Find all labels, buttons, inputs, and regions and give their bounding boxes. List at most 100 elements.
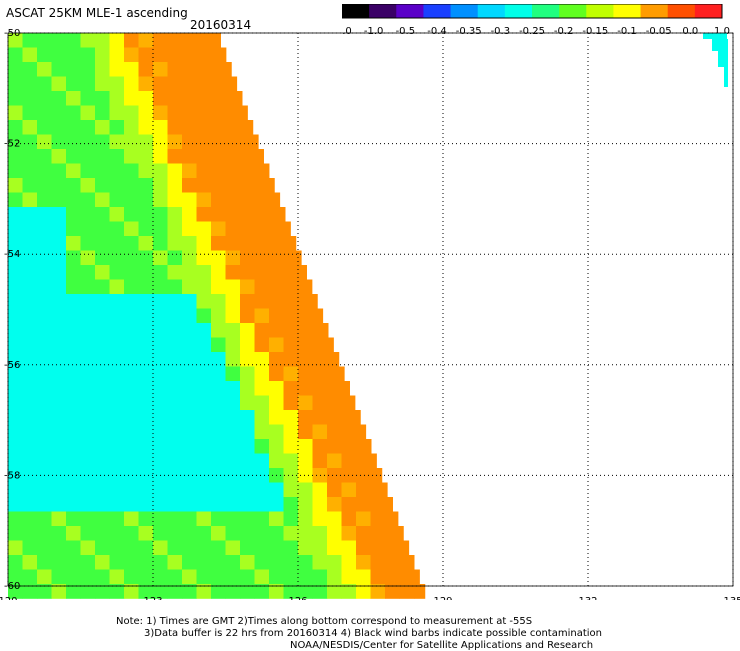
swath-cell <box>255 309 270 324</box>
swath-cell <box>23 164 38 179</box>
swath-cell <box>240 497 255 512</box>
swath-cell <box>226 62 232 77</box>
swath-cell <box>95 309 110 324</box>
swath-cell <box>226 280 241 295</box>
swath-cell <box>66 294 81 309</box>
swath-cell <box>197 323 212 338</box>
swath-cell <box>37 77 52 92</box>
swath-cell <box>110 396 125 411</box>
swath-cell <box>211 526 226 541</box>
swath-cell <box>298 410 313 425</box>
swath-cell <box>81 512 96 527</box>
swath-cell <box>298 381 313 396</box>
swath-cell <box>211 77 226 92</box>
swath-cell <box>371 526 386 541</box>
swath-cell <box>139 570 154 585</box>
swath-cell <box>153 425 168 440</box>
swath-cell <box>95 222 110 237</box>
swath-cell <box>153 541 168 556</box>
swath-cell <box>139 251 154 266</box>
swath-cell <box>81 425 96 440</box>
swath-cell <box>182 512 197 527</box>
swath-cell <box>37 396 52 411</box>
swath-cell <box>8 178 23 193</box>
swath-cell <box>327 410 342 425</box>
swath-cell <box>110 265 125 280</box>
swath-cell <box>226 106 241 121</box>
swath-cell <box>284 323 299 338</box>
swath-cell <box>153 526 168 541</box>
swath-cell <box>52 483 67 498</box>
swath-cell <box>211 294 226 309</box>
swath-cell <box>95 352 110 367</box>
swath-cell <box>298 425 313 440</box>
swath-cell <box>240 367 255 382</box>
swath-cell <box>81 410 96 425</box>
swath-cell <box>66 555 81 570</box>
swath-cell <box>52 425 67 440</box>
swath-cell <box>81 135 96 150</box>
swath-cell <box>284 541 299 556</box>
swath-cell <box>153 48 168 63</box>
swath-cell <box>197 526 212 541</box>
swath-cell <box>211 439 226 454</box>
swath-cell <box>240 425 255 440</box>
swath-cell <box>284 265 299 280</box>
swath-cell <box>197 555 212 570</box>
swath-cell <box>139 526 154 541</box>
swath-cell <box>371 541 386 556</box>
swath-cell <box>124 91 139 106</box>
swath-cell <box>313 338 328 353</box>
swath-cell <box>342 526 357 541</box>
swath-cell <box>66 367 81 382</box>
swath-cell <box>8 120 23 135</box>
swath-cell <box>139 512 154 527</box>
swath-cell <box>226 48 227 63</box>
swath-cell <box>110 526 125 541</box>
swath-cell <box>95 483 110 498</box>
swath-cell <box>66 149 81 164</box>
swath-cell <box>8 77 23 92</box>
swath-cell <box>240 570 255 585</box>
swath-cell <box>81 338 96 353</box>
swath-cell <box>153 178 168 193</box>
swath-cell <box>298 309 313 324</box>
swath-cell <box>197 454 212 469</box>
swath-cell <box>356 541 371 556</box>
swath-cell <box>23 555 38 570</box>
swath-cell <box>197 570 212 585</box>
swath-cell <box>81 77 96 92</box>
swath-cell <box>197 497 212 512</box>
swath-cell <box>124 265 139 280</box>
swath-cell <box>269 439 284 454</box>
swath-cell <box>37 265 52 280</box>
swath-cell <box>153 33 168 48</box>
swath-cell <box>342 396 356 411</box>
swath-cell <box>298 570 313 585</box>
swath-cell <box>95 454 110 469</box>
lat-label: -60 <box>4 581 20 592</box>
swath-cell <box>124 120 139 135</box>
swath-cell <box>298 526 313 541</box>
swath-cell <box>327 570 342 585</box>
swath-cell <box>66 135 81 150</box>
swath-cell <box>168 323 183 338</box>
swath-cell <box>269 526 284 541</box>
swath-cell <box>168 541 183 556</box>
swath-cell <box>66 77 81 92</box>
swath-cell <box>153 367 168 382</box>
swath-cell <box>95 555 110 570</box>
swath-cell <box>66 541 81 556</box>
swath-cell <box>139 265 154 280</box>
swath-cell <box>110 106 125 121</box>
swath-cell <box>182 62 197 77</box>
swath-cell <box>197 33 212 48</box>
swath-cell <box>95 135 110 150</box>
swath-cell <box>342 483 357 498</box>
swath-cell <box>153 338 168 353</box>
swath-cell <box>211 265 226 280</box>
swath-cell <box>211 381 226 396</box>
swath-cell <box>327 367 342 382</box>
swath-cell <box>66 512 81 527</box>
swath-cell <box>703 33 727 39</box>
